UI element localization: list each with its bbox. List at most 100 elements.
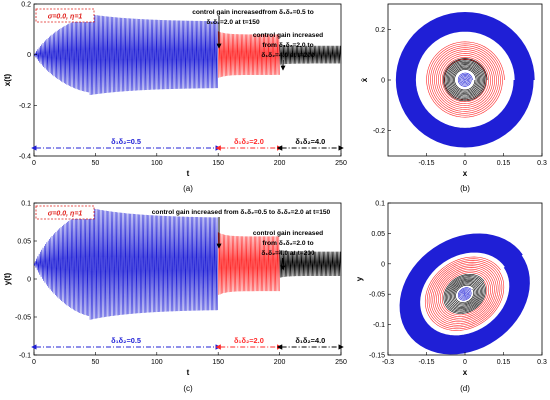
y-tick-label: 0	[381, 78, 385, 85]
panel-a-annotation-2-line-3: δ₁δ₂=4.0 at t=200	[261, 52, 315, 59]
panel-a-x-axis-label: t	[187, 169, 190, 178]
x-tick-label: -0.3	[382, 359, 394, 366]
series-trace-0	[33, 207, 219, 320]
panel-c-x-axis-label: t	[187, 368, 190, 377]
y-tick-label: 0	[381, 261, 385, 268]
panel-a-gain-segments: δ₁δ₂=0.5 δ₁δ₂=2.0 δ₁δ₂=4.0	[31, 137, 344, 151]
panel-a-time-series-x: 0 50 100 150 200 250 -0.4 -0.2 0 0.2 x(t) t (a) σ…	[3, 2, 347, 194]
panel-a-annotation-1-line-2: δ₁δ₂=2.0 at t=150	[206, 19, 260, 26]
panel-b-phase-portrait: -0.15 0 0.15 0.3 -0.2 0 0.2 ẋ x (b)	[360, 3, 547, 193]
panel-a-plot-frame	[33, 3, 342, 157]
y-tick-label: -0.4	[19, 154, 31, 161]
gain-segment-label: δ₁δ₂=0.5	[111, 336, 141, 345]
panel-c-traces	[33, 207, 342, 320]
orbit-2	[443, 273, 486, 314]
y-tick-label: 0	[27, 277, 31, 284]
panel-c-y-axis-label: y(t)	[3, 272, 12, 285]
panel-d-y-axis-label: y	[355, 276, 364, 281]
series-trace-1	[217, 232, 280, 295]
panel-c-parameter-text: σ=0.0, η=1	[48, 211, 83, 218]
x-tick-label: 150	[212, 160, 224, 167]
panel-a-parameter-text: σ=0.0, η=1	[48, 14, 83, 21]
orbit-3	[457, 72, 473, 87]
x-tick-label: 250	[335, 359, 347, 366]
y-tick-label: 0.1	[21, 201, 31, 208]
panel-d-label: (d)	[460, 384, 470, 393]
panel-b-y-axis-label: ẋ	[360, 77, 369, 82]
panel-d-phase-portrait: -0.3 -0.15 0 0.15 0.3-0.15-0.1-0.0500.050.1 …	[355, 201, 547, 394]
panel-b-label: (b)	[460, 184, 470, 193]
x-tick-label: 100	[151, 160, 163, 167]
panel-a-label: (a)	[183, 184, 193, 193]
x-tick-label: 200	[274, 359, 286, 366]
x-tick-label: 250	[335, 160, 347, 167]
panel-c-label: (c)	[183, 384, 193, 393]
panel-c-gain-segments: δ₁δ₂=0.5 δ₁δ₂=2.0 δ₁δ₂=4.0	[31, 336, 344, 350]
panel-a-y-axis-label: x(t)	[3, 73, 12, 86]
gain-segment-label: δ₁δ₂=0.5	[111, 137, 141, 146]
panel-a-annotation-1-line-1: control gain increasedfrom δ₁δ₂=0.5 to	[192, 9, 314, 16]
y-tick-label: 0.2	[375, 27, 385, 34]
y-tick-label: -0.1	[19, 353, 31, 360]
x-tick-label: -0.15	[419, 359, 435, 366]
series-trace-2	[279, 44, 342, 65]
y-tick-label: 0.05	[17, 239, 31, 246]
panel-c-annotation-2-line-1: control gain increased	[253, 230, 323, 237]
series-trace-2	[279, 249, 342, 278]
x-tick-label: -0.15	[419, 160, 435, 167]
orbit-1	[426, 41, 505, 118]
x-tick-label: 200	[274, 160, 286, 167]
y-tick-label: 0	[27, 52, 31, 59]
panel-a-annotation-2-line-1: control gain increased	[253, 32, 323, 39]
panel-b-orbits	[395, 11, 535, 148]
x-tick-label: 0.15	[497, 160, 511, 167]
x-tick-label: 100	[151, 359, 163, 366]
x-tick-label: 0.3	[537, 160, 547, 167]
panel-a-parameter-box	[35, 8, 95, 23]
x-tick-label: 0	[32, 160, 36, 167]
x-tick-label: 0.15	[497, 359, 511, 366]
x-tick-label: 0	[463, 160, 467, 167]
orbit-2	[443, 58, 488, 102]
gain-segment-label: δ₁δ₂=4.0	[295, 336, 325, 345]
panel-a-annotation-2-line-2: from δ₁δ₂=2.0 to	[262, 42, 313, 49]
panel-a-traces	[33, 14, 342, 96]
x-tick-label: 0	[32, 359, 36, 366]
x-tick-label: 50	[92, 359, 100, 366]
series-trace-0	[33, 14, 219, 96]
panel-c-annotation-1: control gain increased from δ₁δ₂=0.5 to …	[152, 209, 331, 216]
y-tick-label: -0.2	[373, 128, 385, 135]
y-tick-label: -0.05	[15, 315, 31, 322]
x-tick-label: 50	[92, 160, 100, 167]
panel-c-parameter-box	[35, 205, 95, 220]
panel-c-ticks: 0 50 100 150 200 250 -0.1 -0.05 0 0.05 0.1	[15, 201, 347, 367]
orbit-0	[395, 11, 535, 148]
y-tick-label: 0.05	[371, 231, 385, 238]
panel-c-annotation-2-line-2: from δ₁δ₂=2.0 to	[262, 240, 313, 247]
y-tick-label: -0.15	[369, 353, 385, 360]
panel-b-ticks: -0.15 0 0.15 0.3 -0.2 0 0.2	[373, 27, 547, 167]
series-trace-1	[217, 31, 280, 78]
panel-c-annotation-2-line-3: δ₁δ₂=4.0 at t=200	[261, 250, 315, 257]
y-tick-label: -0.05	[369, 292, 385, 299]
gain-segment-label: δ₁δ₂=4.0	[295, 137, 325, 146]
y-tick-label: -0.1	[373, 322, 385, 329]
x-tick-label: 150	[212, 359, 224, 366]
gain-segment-label: δ₁δ₂=2.0	[234, 336, 264, 345]
gain-segment-label: δ₁δ₂=2.0	[234, 137, 264, 146]
orbit-1	[424, 256, 505, 331]
panel-d-x-axis-label: x	[463, 368, 468, 377]
panel-d-orbits	[399, 233, 530, 355]
orbit-0	[399, 233, 530, 355]
panel-b-x-axis-label: x	[463, 169, 468, 178]
x-tick-label: 0	[463, 359, 467, 366]
y-tick-label: -0.2	[19, 103, 31, 110]
x-tick-label: 0.3	[537, 359, 547, 366]
orbit-3	[457, 287, 472, 301]
panel-a-ticks: 0 50 100 150 200 250 -0.4 -0.2 0 0.2	[19, 2, 347, 168]
y-tick-label: 0.2	[21, 2, 31, 9]
y-tick-label: 0.1	[375, 201, 385, 208]
